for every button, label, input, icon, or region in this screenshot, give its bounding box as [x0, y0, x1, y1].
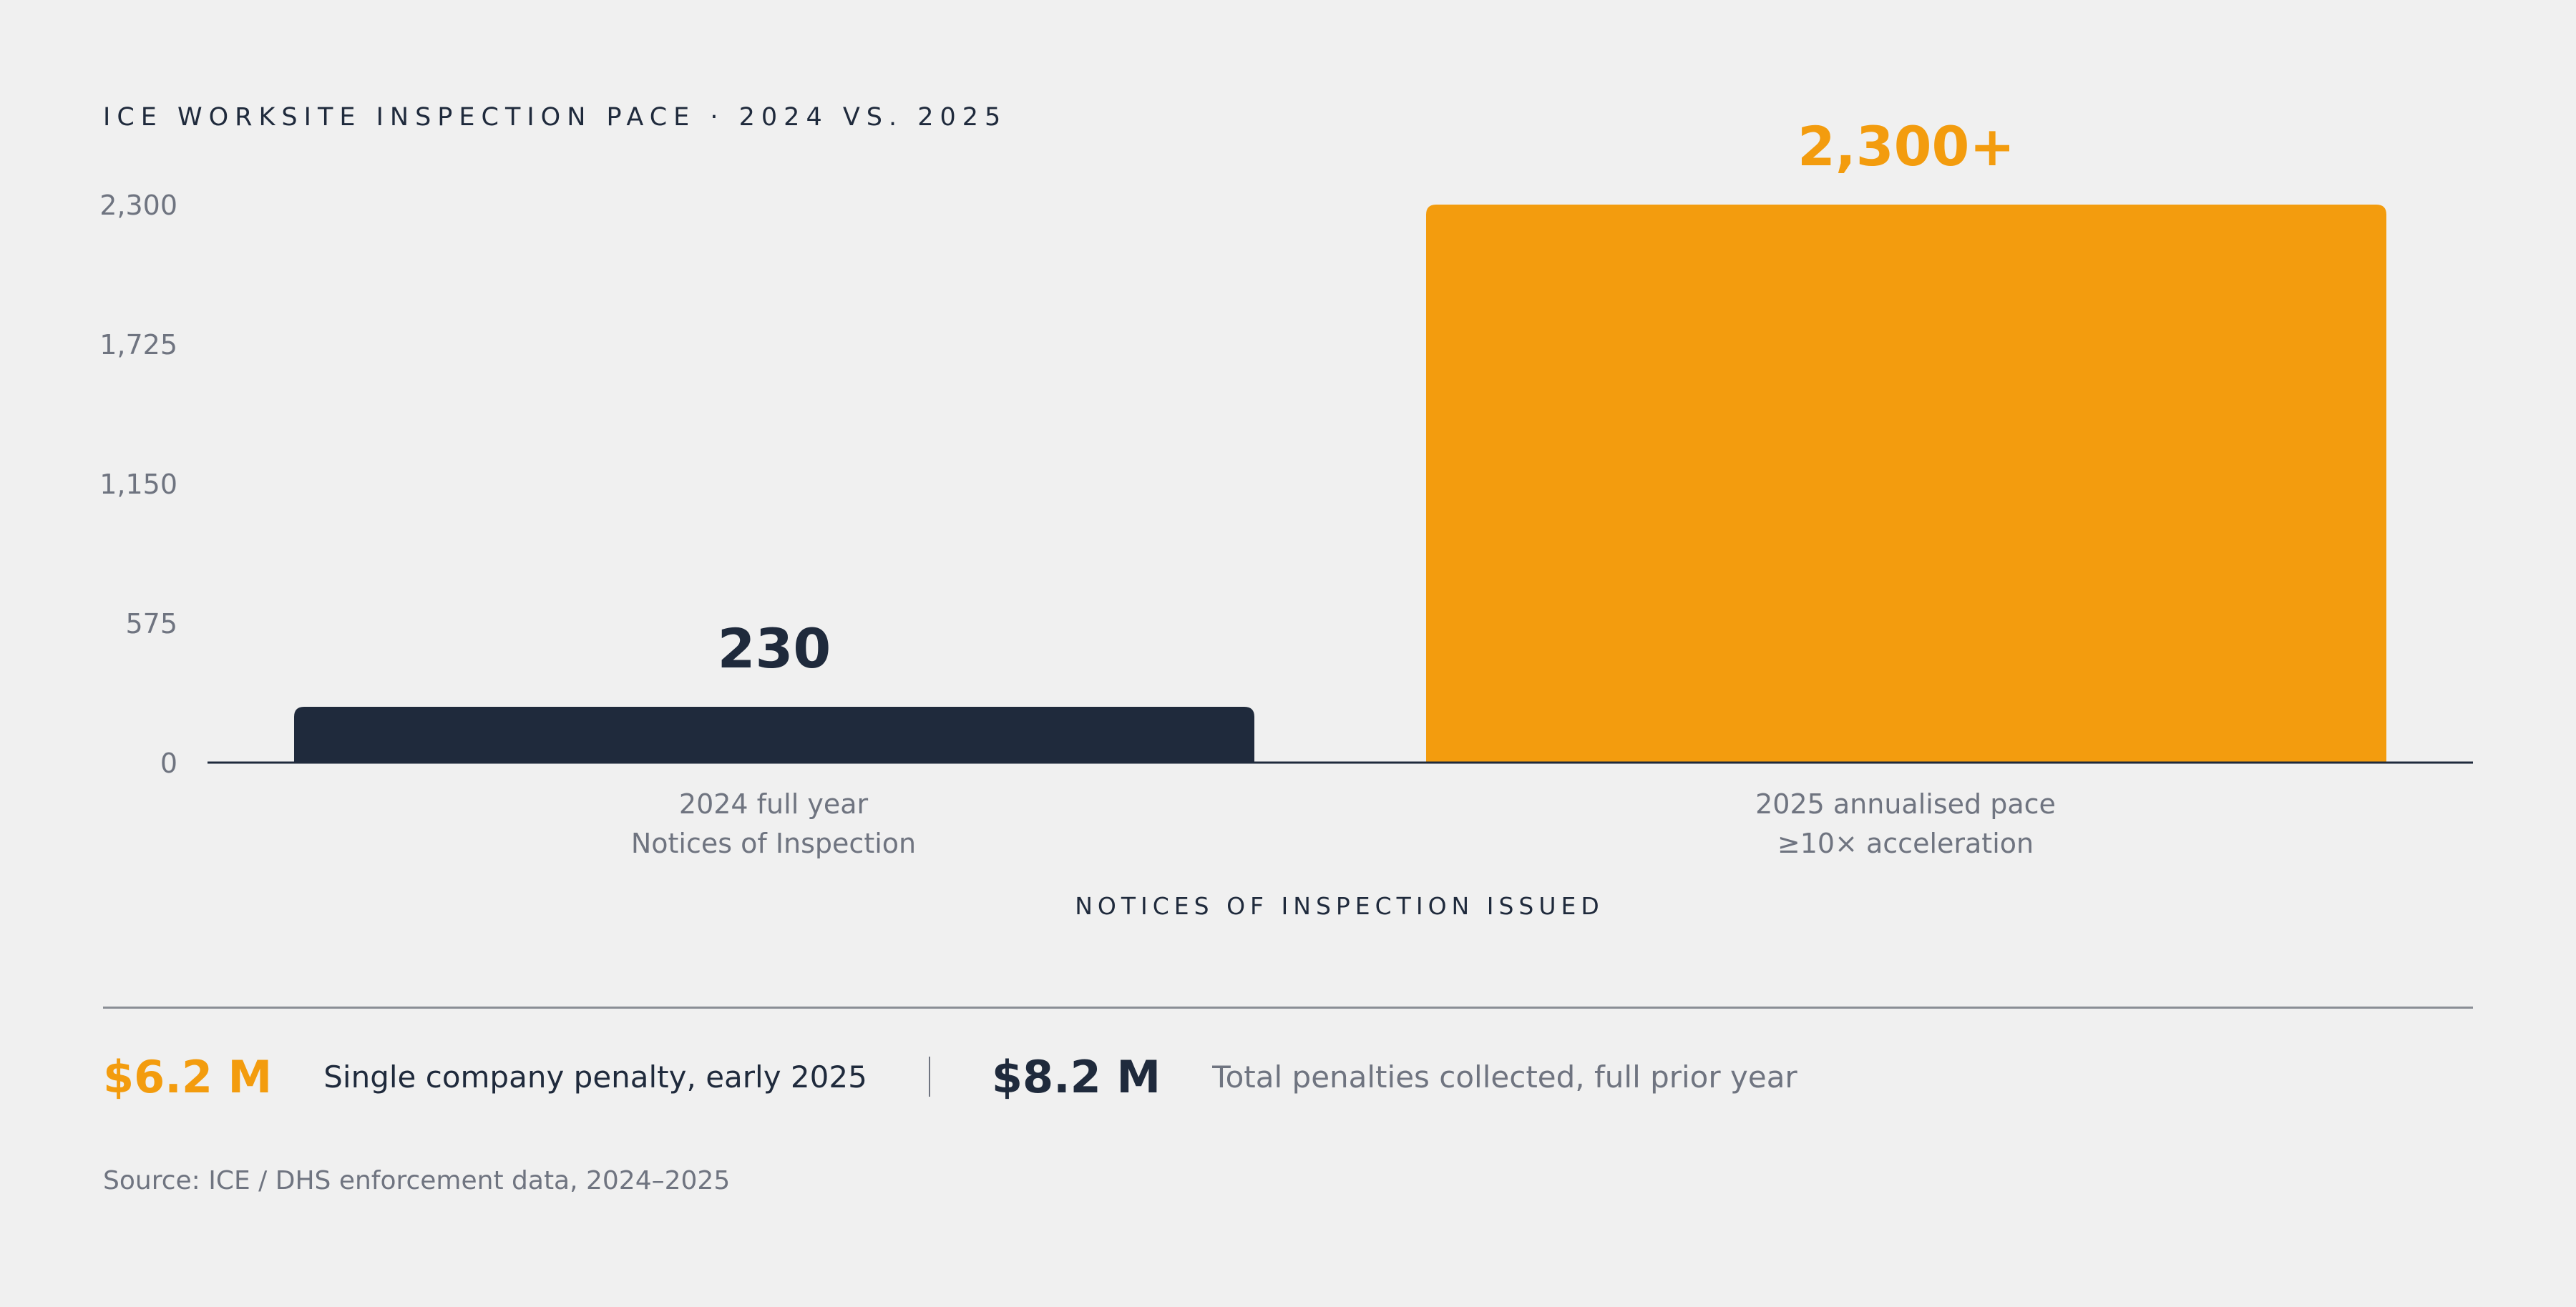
category-label-2025-line-2: ≥10× acceleration [1777, 828, 2034, 859]
category-label-2024-line-1: 2024 full year [678, 788, 869, 820]
stat-divider [928, 1057, 930, 1097]
category-label-2025: 2025 annualised pace ≥10× acceleration [1405, 785, 2406, 863]
bars [294, 205, 2386, 763]
divider-rule [103, 1007, 2473, 1009]
category-label-2024-line-2: Notices of Inspection [630, 828, 917, 859]
data-label-0: 230 [718, 617, 831, 680]
bar-0 [294, 707, 1254, 763]
category-label-2025-line-1: 2025 annualised pace [1755, 788, 2056, 820]
stat-label-company-penalty: Single company penalty, early 2025 [323, 1059, 867, 1095]
source-note: Source: ICE / DHS enforcement data, 2024… [103, 1166, 731, 1195]
bar-1 [1426, 205, 2386, 763]
category-label-2024: 2024 full year Notices of Inspection [273, 785, 1274, 863]
stat-label-total-penalties: Total penalties collected, full prior ye… [1212, 1059, 1797, 1095]
y-tick-label: 0 [160, 748, 177, 779]
y-axis-ticks: 0 575 1,150 1,725 2,300 [99, 190, 177, 779]
data-labels: 230 2,300+ [718, 114, 2015, 680]
stat-value-company-penalty: $6.2 M [103, 1050, 273, 1103]
chart-title: ICE WORKSITE INSPECTION PACE · 2024 VS. … [103, 103, 1008, 132]
stat-value-total-penalties: $8.2 M [991, 1050, 1161, 1103]
y-tick-label: 575 [125, 608, 177, 640]
stats-row: $6.2 M Single company penalty, early 202… [103, 1044, 1797, 1109]
data-label-1: 2,300+ [1797, 114, 2015, 178]
x-axis-title: NOTICES OF INSPECTION ISSUED [1075, 892, 1604, 920]
bar-chart: 0 575 1,150 1,725 2,300 230 2,300+ [99, 114, 2473, 779]
y-tick-label: 1,725 [99, 329, 177, 361]
y-tick-label: 2,300 [99, 190, 177, 221]
y-tick-label: 1,150 [99, 469, 177, 500]
